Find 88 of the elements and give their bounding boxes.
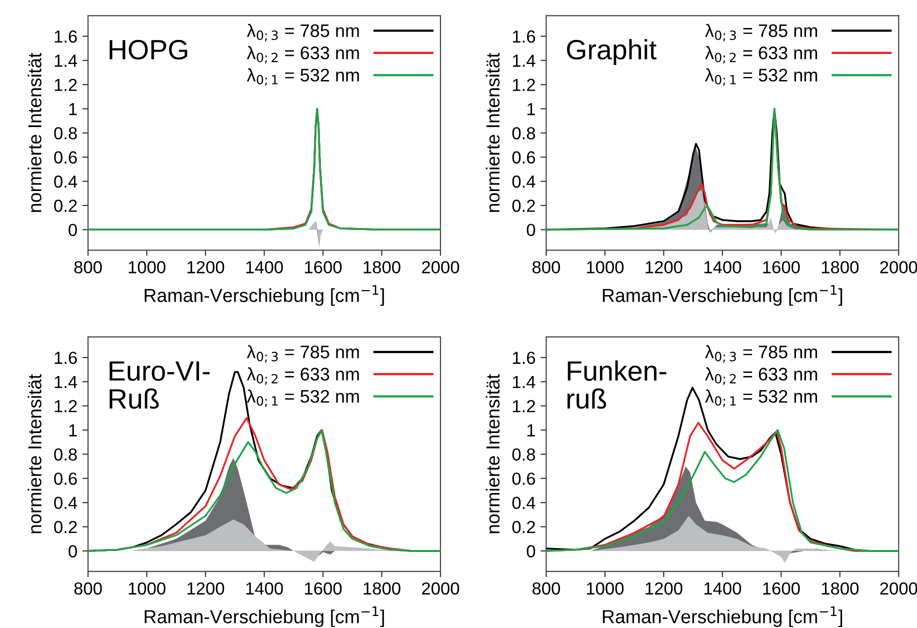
x-tick-label: 1800	[822, 582, 859, 595]
legend-label: λ$_{0;1}$ = 532 nm	[246, 390, 359, 408]
y-tick-label: 1.6	[54, 30, 77, 43]
legend-label: λ$_{0;3}$ = 785 nm	[705, 345, 818, 363]
x-tick-label: 1200	[188, 582, 224, 595]
x-tick-label: 1200	[646, 261, 682, 274]
x-tick-label: 2000	[880, 582, 917, 595]
y-tick-label: 1.6	[512, 352, 536, 364]
legend-label: λ$_{0;1}$ = 532 nm	[705, 68, 818, 86]
y-tick-label: 0	[68, 224, 77, 236]
x-tick-label: 1600	[763, 582, 800, 595]
y-tick-label: 0.8	[54, 127, 77, 140]
x-axis-title: Raman-Verschiebung [cm$^{−1}$]	[144, 285, 384, 306]
text: Euro-VI- Ruß	[110, 361, 210, 409]
x-axis-title: Raman-Verschiebung [cm$^{−1}$]	[602, 285, 842, 306]
x-tick-label: 1600	[305, 261, 342, 274]
x-tick-label: 2000	[880, 261, 917, 274]
x-tick-label: 1000	[586, 261, 624, 274]
y-tick-label: 1.4	[54, 376, 78, 388]
y-tick-label: 1	[527, 424, 535, 436]
legend-label: λ$_{0;2}$ = 633 nm	[246, 367, 359, 385]
x-axis-title: Raman-Verschiebung [cm$^{−1}$]	[144, 606, 384, 628]
x-tick-label: 1400	[246, 582, 283, 595]
y-tick-label: 0.4	[512, 175, 536, 188]
x-tick-label: 1400	[704, 582, 742, 595]
y-tick-label: 0.8	[512, 448, 536, 461]
legend-label: λ$_{0;3}$ = 785 nm	[705, 24, 818, 42]
y-tick-label: 0.6	[512, 151, 536, 164]
y-tick-label: 0.8	[512, 127, 536, 140]
y-tick-label: 0	[526, 545, 536, 558]
x-tick-label: 2000	[422, 261, 460, 274]
y-axis-title: normierte Intensität	[486, 374, 500, 534]
x-tick-label: 1000	[128, 261, 166, 274]
y-tick-label: 1	[527, 103, 535, 116]
x-tick-label: 800	[74, 261, 102, 274]
y-axis-title: normierte Intensität	[28, 374, 42, 534]
legend-label: λ$_{0;2}$ = 633 nm	[246, 46, 359, 64]
y-tick-label: 0.4	[54, 496, 78, 510]
x-tick-label: 1400	[246, 261, 283, 274]
y-tick-label: 0.2	[54, 520, 77, 534]
x-tick-label: 1600	[305, 582, 342, 595]
legend-label: λ$_{0;1}$ = 532 nm	[705, 390, 818, 408]
y-tick-label: 0.4	[54, 175, 78, 188]
legend-label: λ$_{0;3}$ = 785 nm	[246, 345, 359, 363]
x-tick-label: 800	[532, 582, 560, 595]
x-tick-label: 800	[532, 261, 560, 274]
legend-label: λ$_{0;3}$ = 785 nm	[246, 24, 359, 42]
y-tick-label: 1.4	[54, 54, 78, 67]
y-tick-label: 0.2	[512, 200, 535, 212]
legend-label: λ$_{0;1}$ = 532 nm	[246, 68, 359, 86]
y-tick-label: 1.2	[512, 78, 535, 91]
y-axis-title: normierte Intensität	[28, 52, 42, 212]
y-tick-label: 0.6	[54, 472, 77, 485]
x-tick-label: 1400	[704, 261, 742, 274]
y-tick-label: 0.2	[54, 200, 77, 212]
x-axis-title: Raman-Verschiebung [cm$^{−1}$]	[602, 606, 842, 628]
y-tick-label: 0.4	[512, 496, 536, 510]
y-tick-label: 1.6	[54, 352, 77, 364]
x-tick-label: 1200	[646, 582, 682, 595]
y-tick-label: 1.2	[54, 400, 77, 412]
y-tick-label: 0.6	[512, 472, 536, 485]
text: HOPG	[110, 40, 188, 60]
x-tick-label: 1000	[586, 582, 624, 595]
x-tick-label: 800	[74, 582, 102, 595]
x-tick-label: 1000	[128, 582, 166, 595]
text: Graphit	[566, 39, 656, 66]
y-tick-label: 1.6	[512, 30, 536, 43]
y-tick-label: 0	[68, 545, 77, 558]
x-tick-label: 1800	[822, 261, 859, 274]
y-tick-label: 0.8	[54, 448, 77, 461]
y-tick-label: 0.6	[54, 151, 77, 164]
y-tick-label: 0.2	[512, 520, 535, 534]
legend-label: λ$_{0;2}$ = 633 nm	[705, 367, 818, 385]
y-tick-label: 1.2	[512, 400, 535, 412]
text: Funken- ruß	[567, 360, 666, 409]
y-tick-label: 1	[69, 424, 77, 436]
x-tick-label: 1200	[188, 261, 224, 274]
y-tick-label: 1.2	[54, 78, 77, 91]
legend-label: λ$_{0;2}$ = 633 nm	[705, 46, 818, 64]
x-tick-label: 1800	[364, 261, 400, 274]
y-tick-label: 1.4	[512, 54, 536, 67]
y-tick-label: 1	[69, 103, 77, 116]
x-tick-label: 1600	[763, 261, 800, 274]
y-axis-title: normierte Intensität	[486, 52, 500, 212]
y-tick-label: 1.4	[512, 376, 536, 388]
x-tick-label: 2000	[422, 582, 460, 595]
y-tick-label: 0	[526, 224, 536, 236]
x-tick-label: 1800	[364, 582, 400, 595]
